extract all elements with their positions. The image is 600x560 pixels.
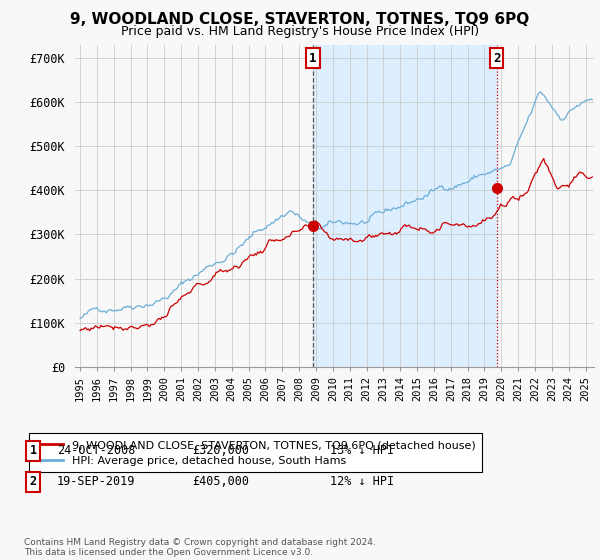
Text: 9, WOODLAND CLOSE, STAVERTON, TOTNES, TQ9 6PQ: 9, WOODLAND CLOSE, STAVERTON, TOTNES, TQ… bbox=[70, 12, 530, 27]
Text: 1: 1 bbox=[29, 444, 37, 458]
Text: Price paid vs. HM Land Registry's House Price Index (HPI): Price paid vs. HM Land Registry's House … bbox=[121, 25, 479, 38]
Text: 12% ↓ HPI: 12% ↓ HPI bbox=[330, 475, 394, 488]
Text: 2: 2 bbox=[29, 475, 37, 488]
Text: Contains HM Land Registry data © Crown copyright and database right 2024.
This d: Contains HM Land Registry data © Crown c… bbox=[24, 538, 376, 557]
Text: 19-SEP-2019: 19-SEP-2019 bbox=[57, 475, 136, 488]
Legend: 9, WOODLAND CLOSE, STAVERTON, TOTNES, TQ9 6PQ (detached house), HPI: Average pri: 9, WOODLAND CLOSE, STAVERTON, TOTNES, TQ… bbox=[29, 433, 482, 472]
Text: 2: 2 bbox=[493, 52, 500, 64]
Text: £405,000: £405,000 bbox=[192, 475, 249, 488]
Text: 1: 1 bbox=[309, 52, 317, 64]
Text: 13% ↓ HPI: 13% ↓ HPI bbox=[330, 444, 394, 458]
Text: £320,000: £320,000 bbox=[192, 444, 249, 458]
Text: 24-OCT-2008: 24-OCT-2008 bbox=[57, 444, 136, 458]
Bar bbox=[313, 45, 497, 367]
